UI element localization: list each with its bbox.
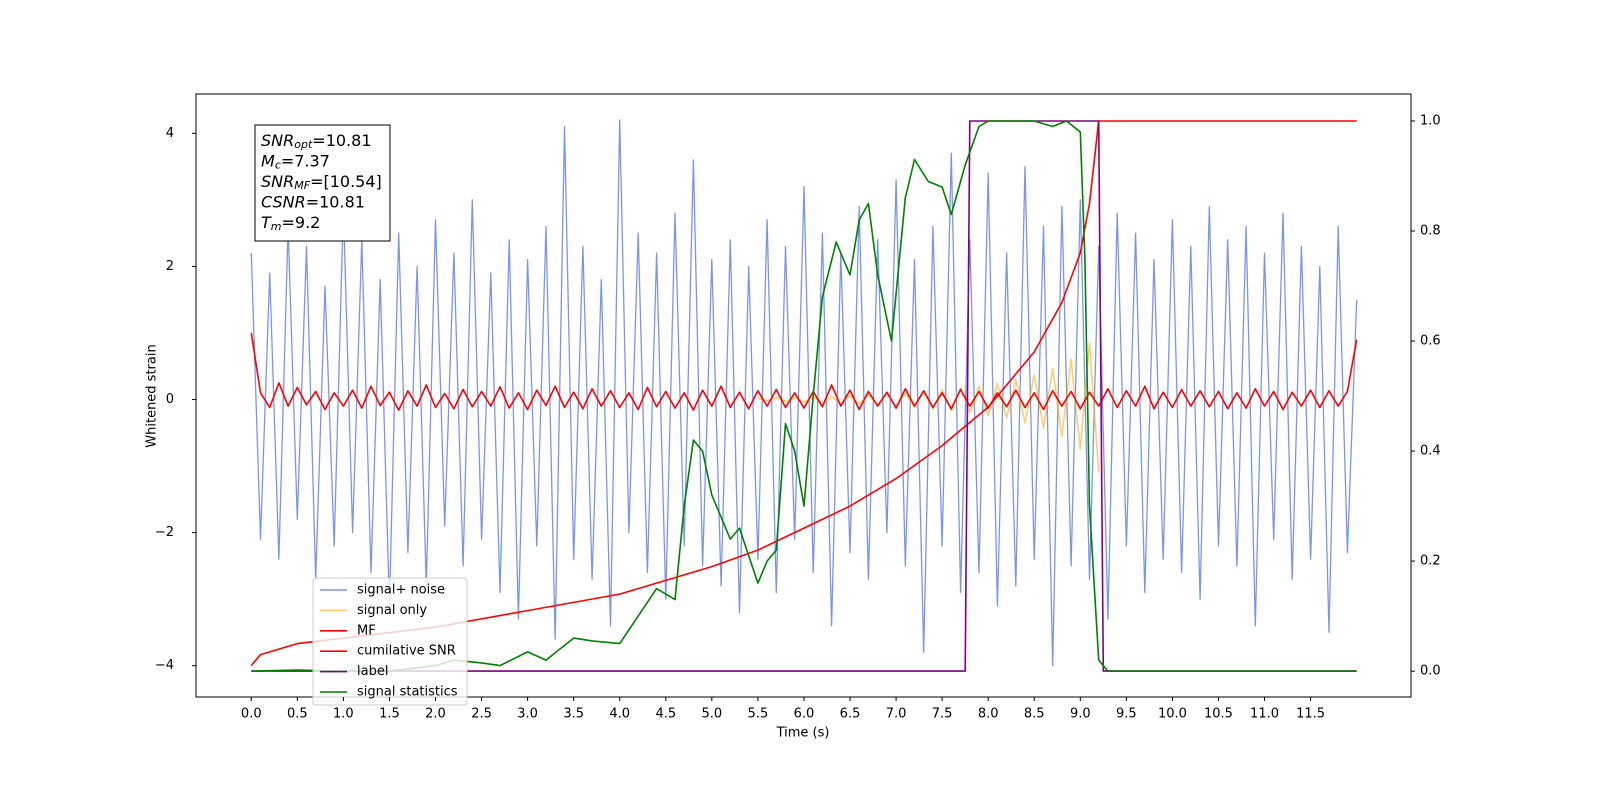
x-tick-label: 9.0 [1070, 707, 1091, 722]
legend-label: signal statistics [357, 685, 458, 700]
legend-label: signal only [357, 603, 427, 618]
x-tick-label: 9.5 [1116, 707, 1137, 722]
y2-tick-label: 0.2 [1420, 554, 1441, 569]
x-axis-label: Time (s) [776, 726, 830, 741]
annotation-line: SNRMF=[10.54] [261, 172, 382, 193]
legend-label: label [357, 664, 388, 679]
x-tick-label: 6.5 [840, 707, 861, 722]
series-line [250, 119, 1358, 667]
annotation-line: CSNR=10.81 [261, 192, 365, 211]
annotation-subscript: c [275, 159, 281, 172]
annotation-symbol: CSNR [261, 192, 306, 211]
annotation-value: =[10.54] [310, 172, 382, 191]
legend-label: cumilative SNR [357, 644, 456, 659]
y2-tick-label: 0.4 [1420, 444, 1441, 459]
y2-tick-label: 1.0 [1420, 113, 1441, 128]
annotation-value: =10.81 [306, 192, 365, 211]
y-tick-label: −4 [155, 658, 174, 673]
annotation-symbol: SNR [261, 172, 294, 191]
annotation: SNRopt=10.81Mc=7.37SNRMF=[10.54]CSNR=10.… [261, 131, 382, 234]
x-tick-label: 10.5 [1204, 707, 1233, 722]
y2-tick-label: 0.6 [1420, 334, 1441, 349]
series-line [250, 332, 1358, 411]
legend-box [312, 577, 468, 706]
annotation-box [254, 124, 391, 242]
x-tick-label: 10.0 [1158, 707, 1187, 722]
annotation-subscript: opt [294, 138, 313, 151]
x-tick-label: 4.0 [609, 707, 630, 722]
x-tick-label: 8.0 [978, 707, 999, 722]
x-tick-label: 7.5 [932, 707, 953, 722]
annotation-line: Mc=7.37 [261, 151, 330, 172]
x-tick-label: 1.5 [379, 707, 400, 722]
annotation-symbol: M [261, 151, 275, 170]
y2-tick-label: 0.0 [1420, 664, 1441, 679]
x-tick-label: 11.0 [1250, 707, 1279, 722]
x-tick-label: 5.5 [748, 707, 769, 722]
x-tick-label: 1.0 [333, 707, 354, 722]
x-tick-label: 2.5 [471, 707, 492, 722]
legend-label: MF [357, 623, 376, 638]
y-tick-label: 2 [166, 259, 174, 274]
annotation-symbol: T [261, 213, 272, 232]
annotation-symbol: SNR [261, 131, 294, 150]
x-tick-label: 0.5 [287, 707, 308, 722]
annotation-value: =10.81 [312, 131, 371, 150]
y-tick-label: 4 [166, 126, 174, 141]
y-tick-label: 0 [166, 392, 174, 407]
annotation-line: SNRopt=10.81 [261, 131, 372, 152]
annotation-line: Tm=9.2 [261, 213, 320, 234]
legend: signal+ noise signal only MF cumilative SNR… [320, 583, 458, 700]
annotation-value: =7.37 [281, 151, 330, 170]
x-tick-label: 11.5 [1296, 707, 1325, 722]
x-tick-label: 0.0 [241, 707, 262, 722]
x-tick-label: 2.0 [425, 707, 446, 722]
y-tick-label: −2 [155, 525, 174, 540]
x-tick-label: 6.0 [794, 707, 815, 722]
annotation-subscript: MF [294, 179, 310, 192]
series-line [251, 120, 1357, 672]
x-tick-label: 3.0 [517, 707, 538, 722]
x-tick-label: 8.5 [1024, 707, 1045, 722]
annotation-value: =9.2 [282, 213, 321, 232]
y2-tick-label: 0.8 [1420, 223, 1441, 238]
legend-label: signal+ noise [357, 583, 445, 598]
x-tick-label: 5.0 [702, 707, 723, 722]
annotation-subscript: m [271, 220, 282, 233]
x-tick-label: 7.0 [886, 707, 907, 722]
y-axis-label: Whitened strain [145, 344, 160, 447]
x-tick-label: 3.5 [563, 707, 584, 722]
x-tick-label: 4.5 [655, 707, 676, 722]
